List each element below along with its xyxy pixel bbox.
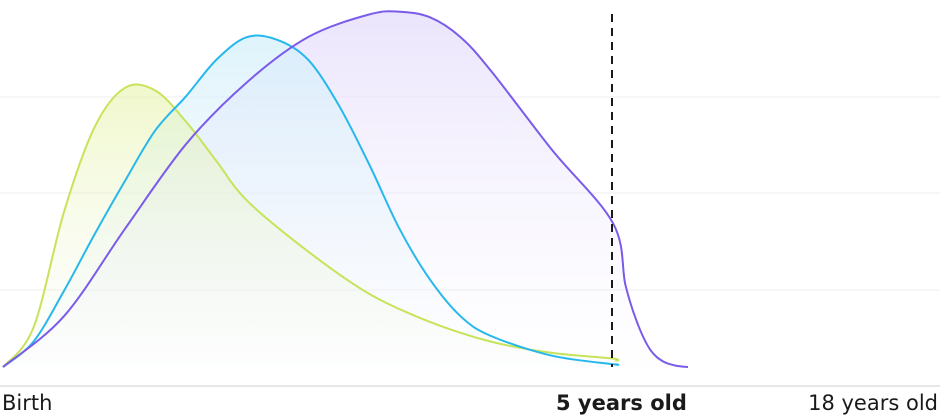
series-lines [2,10,689,368]
series-line-green [2,83,620,368]
series-line-blue [2,34,620,368]
tick-label-eighteen-years: 18 years old [808,391,938,415]
series-line-purple [2,10,689,368]
series-area-green [3,84,619,368]
tick-label-five-years: 5 years old [556,391,687,415]
area-fills [3,11,688,368]
tick-label-birth: Birth [2,391,53,415]
